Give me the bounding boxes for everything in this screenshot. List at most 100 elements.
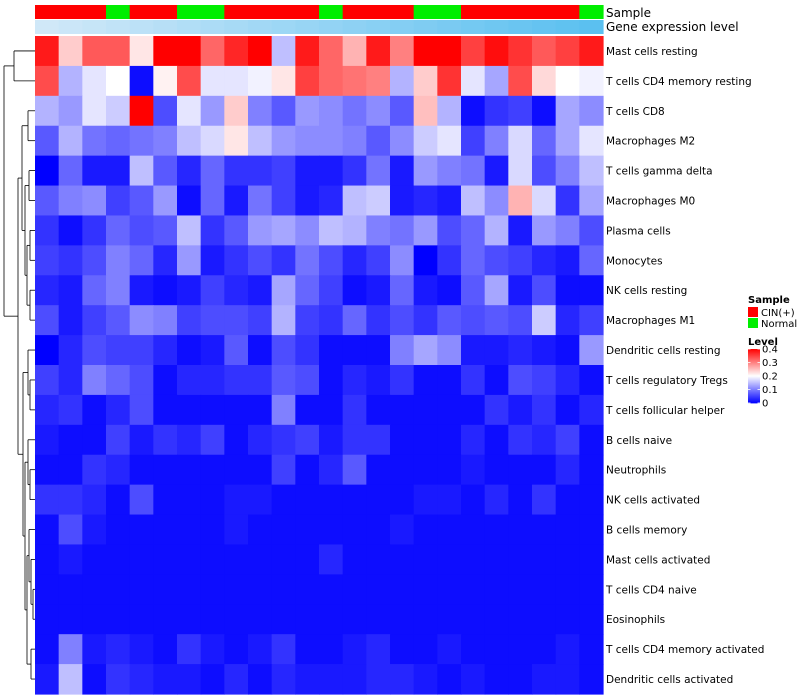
heatmap-cell — [58, 664, 83, 695]
heatmap-cell — [437, 365, 462, 396]
heatmap-cell — [224, 335, 249, 366]
heatmap-cell — [555, 275, 580, 306]
gene-expression-level-cell — [366, 20, 391, 34]
heatmap-cell — [484, 664, 509, 695]
heatmap-cell — [319, 365, 344, 396]
heatmap-cell — [319, 604, 344, 635]
heatmap-cell — [224, 544, 249, 575]
sample-annotation-cell — [177, 5, 202, 19]
heatmap-cell — [295, 365, 320, 396]
heatmap-cell — [390, 454, 415, 486]
heatmap-cell — [153, 574, 178, 605]
heatmap-cell — [461, 454, 486, 486]
heatmap-cell — [366, 634, 391, 665]
heatmap-cell — [461, 544, 486, 575]
legend-ticks: 0.4 0.3 0.2 0.1 0 — [748, 345, 778, 410]
heatmap-cell — [532, 514, 557, 546]
heatmap-cell — [35, 245, 60, 276]
heatmap-cell — [484, 514, 509, 546]
heatmap-cell — [342, 574, 367, 605]
heatmap-cell — [224, 574, 249, 605]
heatmap-cell — [271, 95, 296, 127]
heatmap-cell — [177, 514, 202, 546]
heatmap-cell — [248, 305, 273, 336]
heatmap-cell — [129, 365, 154, 396]
heatmap-cell — [177, 664, 202, 695]
heatmap-cell — [153, 185, 178, 217]
heatmap-cell — [271, 664, 296, 695]
heatmap-cell — [461, 95, 486, 127]
heatmap-cell — [129, 245, 154, 276]
heatmap-cell — [35, 305, 60, 336]
heatmap-cell — [413, 424, 438, 456]
heatmap-cell — [200, 634, 225, 665]
heatmap-cell — [271, 394, 296, 426]
colorbar-segment — [748, 350, 760, 352]
heatmap-cell — [82, 155, 107, 187]
heatmap-cell — [129, 604, 154, 635]
heatmap-cell — [248, 215, 273, 246]
heatmap-cell — [342, 454, 367, 486]
heatmap-cell — [58, 365, 83, 396]
colorbar-segment — [748, 402, 760, 404]
heatmap-cell — [532, 544, 557, 575]
heatmap-cell — [390, 664, 415, 695]
heatmap-cell — [508, 245, 533, 276]
heatmap-cell — [366, 305, 391, 336]
legend-normal-label: Normal — [761, 319, 797, 330]
sample-annotation-cell — [532, 5, 557, 19]
colorbar-segment — [748, 378, 760, 380]
heatmap-cell — [248, 544, 273, 575]
colorbar-segment — [748, 377, 760, 379]
heatmap-cell — [579, 394, 604, 426]
colorbar-segment — [748, 376, 760, 378]
heatmap-cell — [129, 664, 154, 695]
row-label: Neutrophils — [606, 465, 666, 477]
heatmap-cell — [366, 454, 391, 486]
heatmap-cell — [58, 335, 83, 366]
heatmap-cell — [484, 36, 509, 67]
heatmap-cell — [35, 454, 60, 486]
heatmap-cell — [579, 215, 604, 246]
colorbar-segment — [748, 354, 760, 356]
heatmap-cell — [271, 365, 296, 396]
heatmap-cell — [177, 215, 202, 246]
heatmap-cell — [555, 365, 580, 396]
heatmap-cell — [461, 484, 486, 516]
heatmap-cell — [35, 125, 60, 157]
sample-annotation-cell — [200, 5, 225, 19]
gene-expression-level-cell — [413, 20, 438, 34]
heatmap-cell — [224, 125, 249, 157]
heatmap-cell — [579, 185, 604, 217]
heatmap-cell — [508, 65, 533, 97]
heatmap-cell — [342, 95, 367, 127]
heatmap-cell — [484, 155, 509, 187]
legend-normal-swatch — [748, 318, 758, 328]
heatmap-cell — [366, 335, 391, 366]
heatmap-cell — [35, 634, 60, 665]
heatmap-cell — [35, 664, 60, 695]
heatmap-cell — [579, 275, 604, 306]
heatmap-cell — [295, 484, 320, 516]
heatmap-cell — [153, 664, 178, 695]
heatmap-cell — [555, 36, 580, 67]
gene-expression-level-cell — [508, 20, 533, 34]
heatmap-cell — [461, 424, 486, 456]
heatmap-cell — [579, 634, 604, 665]
heatmap-cell — [532, 275, 557, 306]
heatmap-cell — [319, 275, 344, 306]
heatmap-cell — [248, 185, 273, 217]
colorbar-segment — [748, 373, 760, 375]
sample-annotation-cell — [153, 5, 178, 19]
heatmap-cell — [437, 65, 462, 97]
heatmap-cell — [58, 275, 83, 306]
heatmap-cell — [58, 125, 83, 157]
heatmap-cell — [508, 95, 533, 127]
heatmap-cell — [579, 544, 604, 575]
legend-cin-swatch — [748, 307, 758, 317]
heatmap-cell — [58, 36, 83, 67]
heatmap-cell — [129, 544, 154, 575]
heatmap-cell — [579, 305, 604, 336]
heatmap-cell — [342, 215, 367, 246]
heatmap-cell — [224, 36, 249, 67]
